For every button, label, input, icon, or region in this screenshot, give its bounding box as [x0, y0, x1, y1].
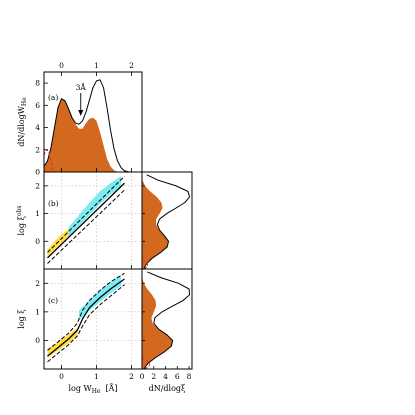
side-panel-frame: [141, 268, 193, 370]
y-axis-label: dN/dlogWHe: [17, 97, 28, 147]
total-distribution-line: [44, 79, 132, 172]
y-tick-label: 8: [35, 79, 40, 88]
filled-distribution: [142, 180, 169, 269]
y-tick-label: 4: [35, 123, 40, 132]
x-tick-label: 0: [140, 372, 145, 381]
panel-b-side: [141, 171, 193, 270]
upper-scatter-line: [47, 272, 125, 351]
x-axis-label-sub: He: [92, 388, 101, 395]
red-dashed-component: [142, 260, 149, 269]
upper-scatter-line: [47, 175, 125, 253]
annotation-arrow-head: [78, 110, 84, 116]
cyan-point-cloud: [68, 176, 121, 238]
y-axis-label: log ξ: [17, 309, 26, 329]
panel-label: (a): [48, 93, 58, 102]
x-tick-label: 2: [151, 372, 156, 381]
top-tick-label: 1: [94, 61, 99, 70]
plot-area: [44, 172, 142, 269]
y-tick-label: 0: [35, 336, 40, 345]
total-distribution-line: [143, 174, 191, 269]
panel-frame: [43, 268, 143, 370]
y-tick-label: 0: [35, 168, 40, 177]
panel-a-plot: [44, 79, 132, 172]
mean-relation-line: [47, 182, 125, 259]
y-tick-label: 6: [35, 101, 40, 110]
y-tick-label: 1: [35, 307, 40, 316]
y-axis-label: log ξobs: [16, 206, 26, 236]
panel-label: (b): [48, 199, 59, 208]
panel-label: (c): [48, 296, 58, 305]
y-tick-label: 2: [35, 181, 40, 190]
x-axis-label: log WHe [Å]: [68, 384, 117, 395]
mean-relation-line: [47, 278, 125, 357]
top-tick-label: 0: [59, 61, 64, 70]
y-tick-label: 2: [35, 145, 40, 154]
annotation-3A: 3Å: [76, 83, 87, 92]
y-tick-label: 2: [35, 279, 40, 288]
filled-distribution: [142, 277, 173, 369]
red-dashed-component: [142, 357, 151, 369]
x-tick-label: 4: [163, 372, 168, 381]
plot-area: [44, 269, 142, 369]
side-plot-area: [142, 271, 191, 369]
panel-a: 0 2 4 6 8 0 1 2 (a) 3Å dN/dlogWHe: [17, 61, 143, 177]
red-dashed-component: [44, 149, 54, 172]
x-tick-label: 2: [129, 372, 134, 381]
y-tick-label: 0: [35, 237, 40, 246]
x-tick-label: 1: [94, 372, 99, 381]
top-tick-label: 2: [129, 61, 134, 70]
y-axis-label-sub: He: [21, 97, 28, 106]
x-tick-label: 6: [175, 372, 180, 381]
total-distribution-line: [143, 271, 191, 369]
x-tick-label: 8: [187, 372, 192, 381]
panel-b: 0 1 2 (b) log ξobs: [16, 171, 143, 270]
y-axis-label-sup: obs: [16, 206, 23, 217]
filled-distribution: [44, 98, 121, 172]
x-axis-label: dN/dlogξ: [149, 384, 186, 393]
lower-scatter-line: [47, 284, 125, 363]
side-plot-area: [142, 174, 191, 269]
panel-c-side: 0 2 4 6 8dN/dlogξ: [140, 268, 193, 393]
x-tick-label: 0: [59, 372, 64, 381]
y-tick-label: 1: [35, 209, 40, 218]
lower-scatter-line: [47, 189, 125, 264]
x-axis-label-unit: [Å]: [106, 384, 118, 393]
